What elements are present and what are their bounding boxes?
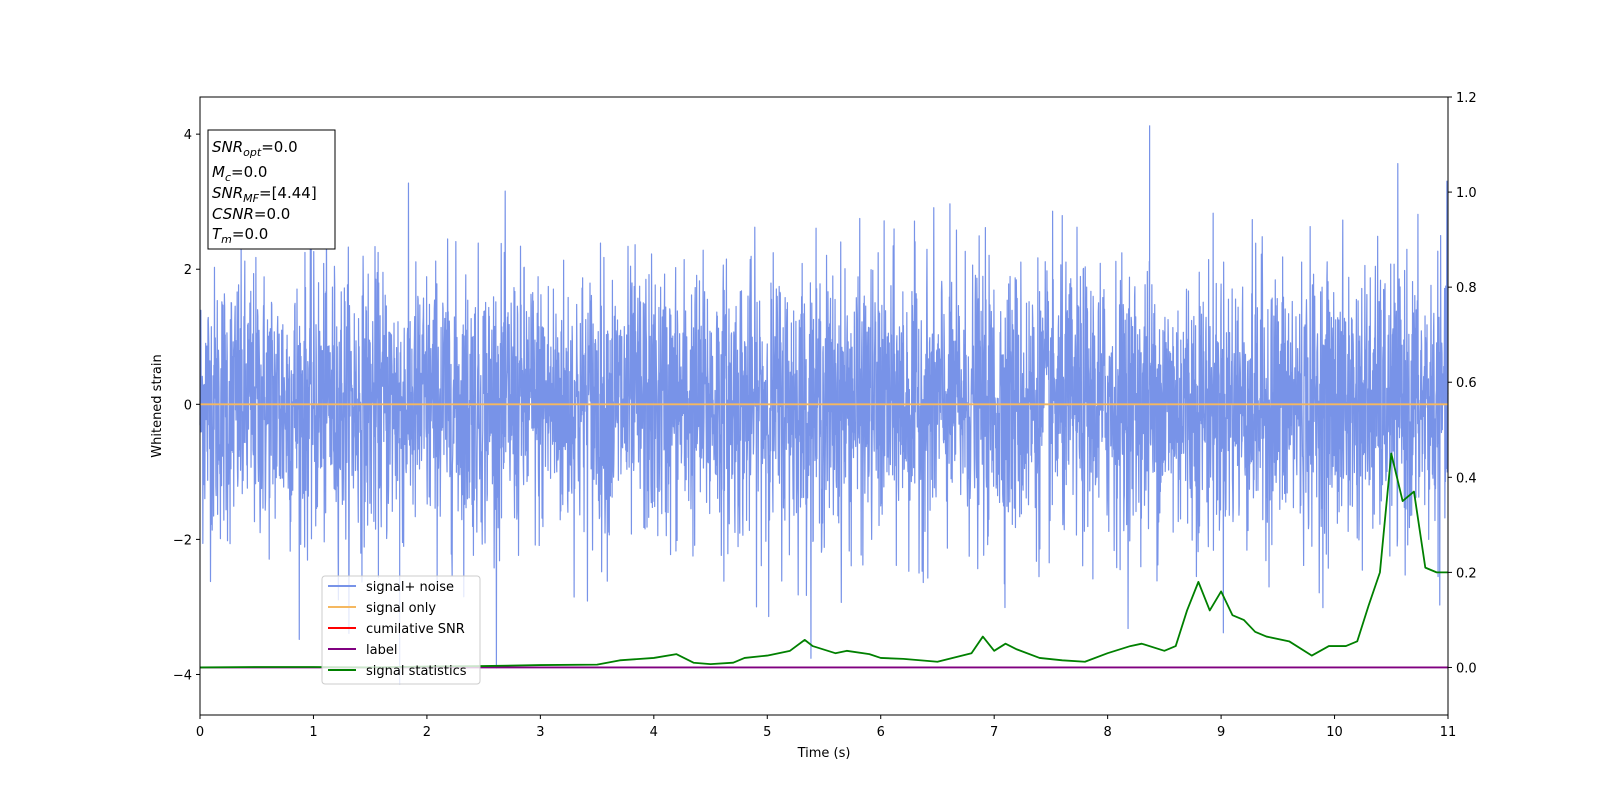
axes-border [199,96,1449,716]
y2-tick-label: 1.0 [1456,186,1477,201]
annotation-value: =0.0 [254,205,290,223]
legend-entry: signal statistics [366,664,467,679]
x-axis-label: Time (s) [797,746,851,761]
annotation-value: =0.0 [231,163,267,181]
x-tick-label: 11 [1440,725,1457,740]
annotation-value: =0.0 [261,138,297,156]
annotation-line: SNRopt=0.0 [212,138,298,159]
x-tick-label: 9 [1217,725,1225,740]
y-tick-label: 0 [184,398,192,413]
x-tick-label: 10 [1326,725,1343,740]
legend: signal+ noise signal only cumilative SNR la… [321,575,481,685]
y2-tick-label: 1.2 [1456,91,1477,106]
x-tick-label: 3 [536,725,544,740]
annotation-symbol: CSNR [212,205,254,223]
annotation-symbol: M [212,163,225,181]
legend-entry: cumilative SNR [366,622,465,637]
x-tick-label: 2 [423,725,431,740]
x-tick-label: 8 [1103,725,1111,740]
annotation-symbol: SNR [212,184,243,202]
annotation-line: CSNR=0.0 [212,205,290,223]
annotation-symbol: T [212,225,223,243]
annotation-subscript: m [221,233,232,246]
y-tick-label: 4 [184,128,192,143]
x-tick-label: 1 [309,725,317,740]
y-axis-ticks: 4 2 0 −2 −4 [173,128,200,683]
x-tick-label: 0 [196,725,204,740]
x-tick-label: 6 [877,725,885,740]
x-tick-label: 4 [650,725,658,740]
annotation-line: SNRMF=[4.44] [212,184,317,205]
y2-tick-label: 0.8 [1456,281,1477,296]
annotation-symbol: SNR [212,138,243,156]
annotation-value: =0.0 [232,225,268,243]
annotation-subscript: c [225,171,231,184]
x-tick-label: 5 [763,725,771,740]
y-tick-label: −4 [173,668,192,683]
series-signal-statistics [199,452,1448,669]
y2-axis-ticks: 1.2 1.0 0.8 0.6 0.4 0.2 0.0 [1448,91,1477,676]
y2-tick-label: 0.6 [1456,376,1477,391]
x-tick-label: 7 [990,725,998,740]
annotation-line: Mc=0.0 [212,163,267,184]
annotation-box: SNRopt=0.0Mc=0.0SNRMF=[4.44]CSNR=0.0Tm=0… [207,129,336,250]
y-tick-label: 2 [184,263,192,278]
annotation-subscript: opt [243,146,262,159]
y2-tick-label: 0.2 [1456,566,1477,581]
legend-frame [321,575,481,685]
legend-entry: signal+ noise [366,580,454,595]
annotation-value: =[4.44] [259,184,317,202]
y2-tick-label: 0.4 [1456,471,1477,486]
annotation-frame [207,129,336,250]
y-axis-label: Whitened strain [150,354,165,457]
y2-tick-label: 0.0 [1456,661,1477,676]
y-tick-label: −2 [173,533,192,548]
annotation-subscript: MF [243,192,259,205]
annotation-line: Tm=0.0 [212,225,268,246]
legend-entry: signal only [366,601,436,616]
x-axis-ticks: 0 1 2 3 4 5 6 7 8 9 10 11 [196,715,1456,740]
legend-entry: label [366,643,397,658]
